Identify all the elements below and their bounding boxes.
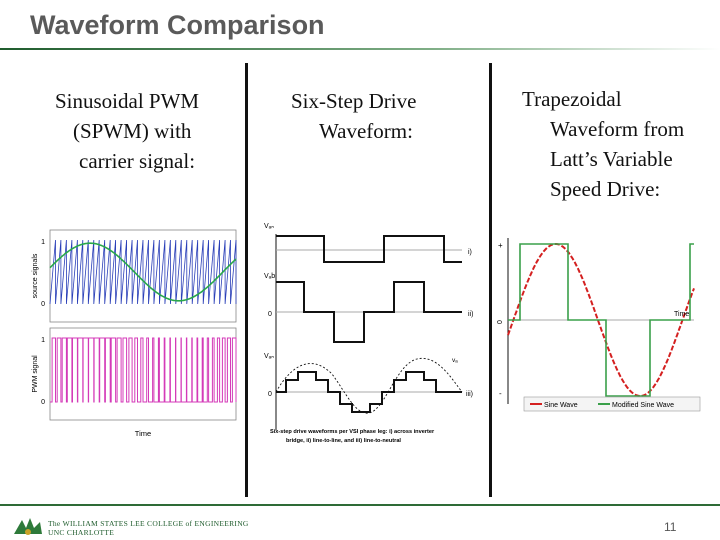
sixstep-figure: Vₐₙ Vₐb Vₐₙ 0 0 i) ii) iii) vₐ Six-step … [264,223,473,444]
college-name-line-2: UNC CHARLOTTE [48,528,115,537]
x-axis-label: Time [135,429,151,438]
tick-label: 0 [41,399,45,406]
legend-box [523,396,701,412]
spwm-figure: 1 0 1 0 source signals PWM signal Time [32,229,237,438]
sine-reference [49,242,237,302]
label-van: Vₐₙ [264,223,274,230]
zero-label: 0 [268,311,272,318]
text-line: Speed Drive: [550,177,661,201]
trapezoidal-caption: Trapezoidal Waveform from Latt’s Variabl… [522,84,684,204]
caption-line-1: Six-step drive waveforms per VSI phase l… [270,429,435,435]
footer-rule [0,504,720,506]
pwm-signal [50,337,237,403]
trapezoidal-figure: + 0 - Time Sine Wave Modified Sine Wave [497,238,701,412]
label-van-neutral: Vₐₙ [264,353,274,360]
slide-title: Waveform Comparison [30,10,325,40]
title-underline [0,48,720,50]
label-iii: iii) [466,391,473,398]
sine-wave [507,243,695,397]
text-line: Waveform from [550,117,685,141]
college-name-line-1: The WILLIAM STATES LEE COLLEGE of ENGINE… [48,519,249,528]
text-line: (SPWM) with [73,119,192,143]
label-ii: ii) [468,311,473,318]
top-ylabel: source signals [32,253,39,298]
label-va: vₐ [452,357,458,364]
college-logo-icon [14,518,42,535]
label-vab: Vₐb [264,273,275,280]
pwm-pulses [50,337,237,403]
text-line: Sinusoidal PWM [55,89,200,113]
waveform-iii [276,371,462,413]
minus-label: - [499,389,502,398]
legend-modified-label: Modified Sine Wave [612,402,674,409]
fundamental-curve [275,357,463,414]
time-label: Time [674,311,689,318]
carrier-sawtooth [49,239,237,305]
caption-line-2: bridge, ii) line-to-line, and iii) line-… [286,438,401,444]
waveform-ii [276,281,462,343]
zero-label: 0 [268,391,272,398]
text-line: carrier signal: [79,149,196,173]
spwm-caption: Sinusoidal PWM (SPWM) with carrier signa… [55,86,199,176]
text-line: Latt’s Variable [550,147,673,171]
tick-label: 1 [41,239,45,246]
waveform-i [276,235,462,263]
college-name: The WILLIAM STATES LEE COLLEGE of ENGINE… [48,519,249,537]
tick-label: 0 [41,301,45,308]
text-line: Six-Step Drive [291,89,417,113]
bottom-ylabel: PWM signal [32,355,39,393]
text-line: Trapezoidal [522,87,622,111]
modified-sine-wave [508,243,694,397]
tick-label: 1 [41,337,45,344]
legend-sine-label: Sine Wave [544,402,578,409]
text-line: Waveform: [319,119,413,143]
column-divider-right [489,63,492,497]
zero-label: 0 [497,320,504,324]
column-divider-left [245,63,248,497]
plus-label: + [498,241,503,250]
page-number: 11 [664,520,677,534]
sixstep-caption: Six-Step Drive Waveform: [291,86,416,146]
carrier-signal [49,239,237,305]
label-i: i) [468,249,472,256]
